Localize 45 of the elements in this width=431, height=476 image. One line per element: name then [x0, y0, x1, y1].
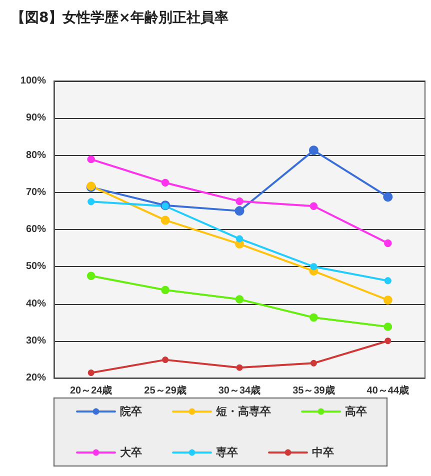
point [236, 364, 243, 371]
x-tick-label: 40～44歳 [366, 384, 410, 396]
legend-label: 専卒 [215, 446, 238, 459]
y-tick-label: 80% [26, 150, 46, 161]
x-tick-label: 35～39歳 [292, 384, 335, 396]
x-tick-label: 25～29歳 [144, 384, 186, 396]
x-tick-label: 30～34歳 [218, 384, 261, 396]
point [310, 360, 317, 366]
x-tick-label: 20～24歳 [70, 384, 112, 396]
point [162, 356, 169, 364]
chart-title: 【図8】女性学歴×年齢別正社員率 [11, 9, 228, 26]
point [383, 192, 393, 202]
point [384, 338, 392, 344]
point [310, 263, 318, 270]
y-tick-label: 40% [26, 298, 46, 310]
legend-label: 大卒 [120, 446, 142, 459]
y-tick-label: 30% [26, 335, 46, 346]
legend-label: 短・高専卒 [215, 405, 271, 418]
point [310, 313, 318, 322]
point [88, 198, 95, 206]
point [87, 155, 95, 164]
point [236, 197, 244, 206]
legend-label: 院卒 [120, 405, 142, 418]
point [161, 178, 170, 187]
y-tick-label: 70% [26, 186, 46, 198]
point [384, 239, 392, 248]
y-tick-label: 60% [26, 224, 46, 235]
point [88, 370, 94, 376]
point [310, 202, 318, 210]
point [234, 206, 244, 216]
point [161, 286, 170, 294]
point [235, 295, 244, 304]
point [383, 296, 392, 304]
point [384, 277, 392, 284]
point [160, 216, 170, 225]
point [308, 146, 318, 156]
y-tick-label: 20% [26, 372, 46, 384]
legend-label: 高卒 [345, 405, 367, 418]
y-tick-label: 50% [26, 261, 46, 272]
point [236, 235, 244, 242]
point [86, 272, 96, 280]
legend-label: 中卒 [312, 446, 334, 459]
point [384, 322, 392, 331]
y-tick-label: 100% [20, 76, 46, 86]
y-tick-label: 90% [26, 112, 46, 124]
